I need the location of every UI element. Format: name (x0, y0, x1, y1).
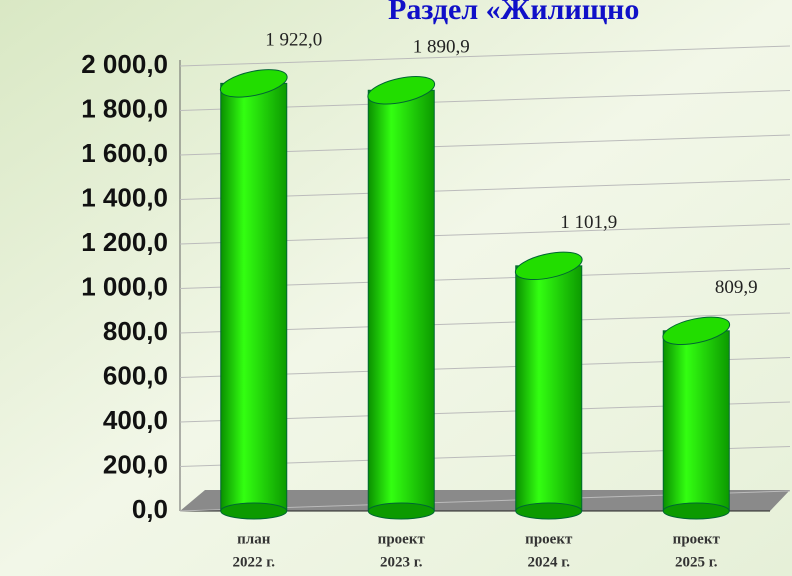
bar-base (220, 502, 288, 520)
bar-top (662, 316, 731, 345)
data-label: 1 101,9 (560, 212, 617, 233)
bar-base (367, 502, 435, 520)
y-tick-label: 200,0 (103, 449, 168, 479)
bar-top (219, 69, 288, 98)
bar-base (662, 502, 730, 520)
x-tick-label: проект (378, 531, 426, 547)
x-tick-label: 2022 г. (232, 554, 275, 570)
y-tick-label: 800,0 (103, 316, 168, 346)
y-tick-label: 600,0 (103, 360, 168, 390)
chart-title: Раздел «Жилищно (388, 0, 639, 26)
y-tick-label: 2 000,0 (81, 49, 168, 79)
x-tick-label: 2024 г. (527, 554, 570, 570)
y-tick-label: 0,0 (132, 494, 168, 524)
bar (662, 330, 730, 512)
y-tick-label: 1 400,0 (81, 182, 168, 212)
x-tick-label: проект (525, 531, 573, 547)
data-label: 809,9 (715, 277, 758, 298)
y-tick-label: 1 200,0 (81, 227, 168, 257)
bar-top (367, 76, 436, 105)
bar (515, 265, 583, 512)
bar-base (515, 502, 583, 520)
x-tick-label: план (237, 531, 271, 547)
x-tick-label: 2023 г. (380, 554, 423, 570)
data-label: 1 890,9 (413, 37, 470, 58)
y-tick-label: 400,0 (103, 405, 168, 435)
y-tick-label: 1 800,0 (81, 93, 168, 123)
bar (367, 89, 435, 512)
x-tick-label: проект (673, 531, 721, 547)
data-label: 1 922,0 (265, 30, 322, 51)
bar (220, 82, 288, 512)
y-tick-label: 1 600,0 (81, 138, 168, 168)
grid-line (179, 45, 791, 67)
x-tick-label: 2025 г. (675, 554, 718, 570)
bar-top (514, 251, 583, 281)
y-tick-label: 1 000,0 (81, 271, 168, 301)
